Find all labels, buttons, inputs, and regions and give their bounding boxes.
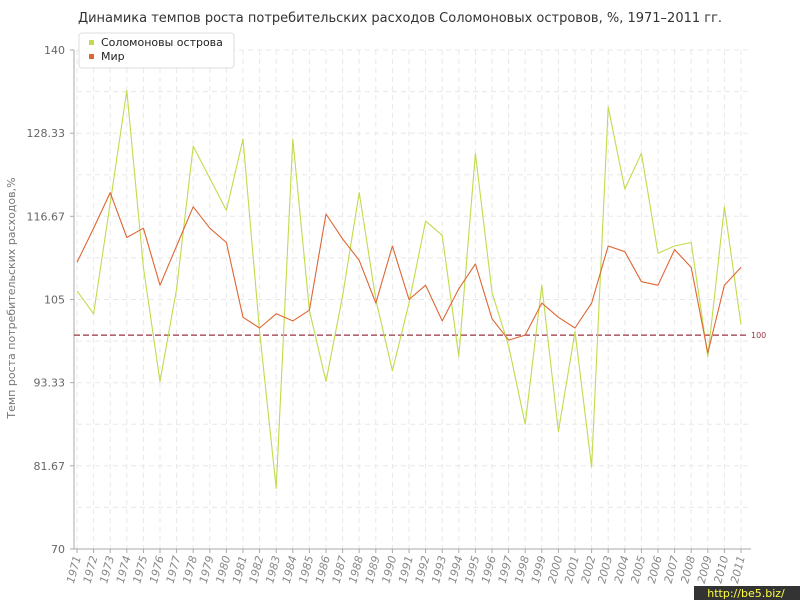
legend-box xyxy=(78,32,235,69)
y-tick-label: 105 xyxy=(44,294,65,307)
y-axis-label: Темп роста потребительских расходов,% xyxy=(5,177,18,419)
series-line-0[interactable] xyxy=(76,90,742,489)
chart-title: Динамика темпов роста потребительских ра… xyxy=(78,11,722,26)
grid xyxy=(76,49,751,550)
legend-swatch xyxy=(89,54,94,59)
reference-line-label: 100 xyxy=(751,331,766,340)
y-tick-label: 116.67 xyxy=(27,210,66,223)
y-tick-label: 128.33 xyxy=(27,127,66,140)
watermark: http://be5.biz/ xyxy=(694,586,800,600)
x-tick-label: 2011 xyxy=(728,554,748,584)
legend-swatch xyxy=(89,40,94,45)
y-tick-label: 140 xyxy=(44,44,65,57)
legend-label: Соломоновы острова xyxy=(101,36,223,49)
reference-line-group: 100 xyxy=(74,331,766,340)
legend-label: Мир xyxy=(101,50,125,63)
y-tick-label: 93.33 xyxy=(34,377,66,390)
series-line-1[interactable] xyxy=(76,192,742,354)
y-tick-label: 70 xyxy=(51,543,65,556)
watermark-background xyxy=(694,586,800,600)
watermark-text: http://be5.biz/ xyxy=(707,587,785,600)
series-group xyxy=(76,90,742,489)
axes: 7081.6793.33105116.67128.331401971197219… xyxy=(27,44,751,585)
y-tick-label: 81.67 xyxy=(34,460,66,473)
